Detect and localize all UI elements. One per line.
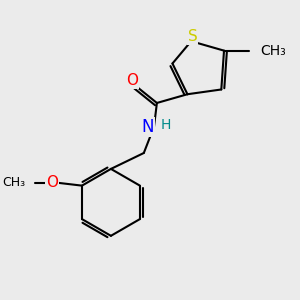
Text: S: S bbox=[188, 29, 197, 44]
Text: CH₃: CH₃ bbox=[3, 176, 26, 189]
Text: N: N bbox=[141, 118, 154, 136]
Text: H: H bbox=[161, 118, 171, 132]
Text: O: O bbox=[127, 74, 139, 88]
Text: CH₃: CH₃ bbox=[260, 44, 286, 58]
Text: O: O bbox=[46, 175, 58, 190]
